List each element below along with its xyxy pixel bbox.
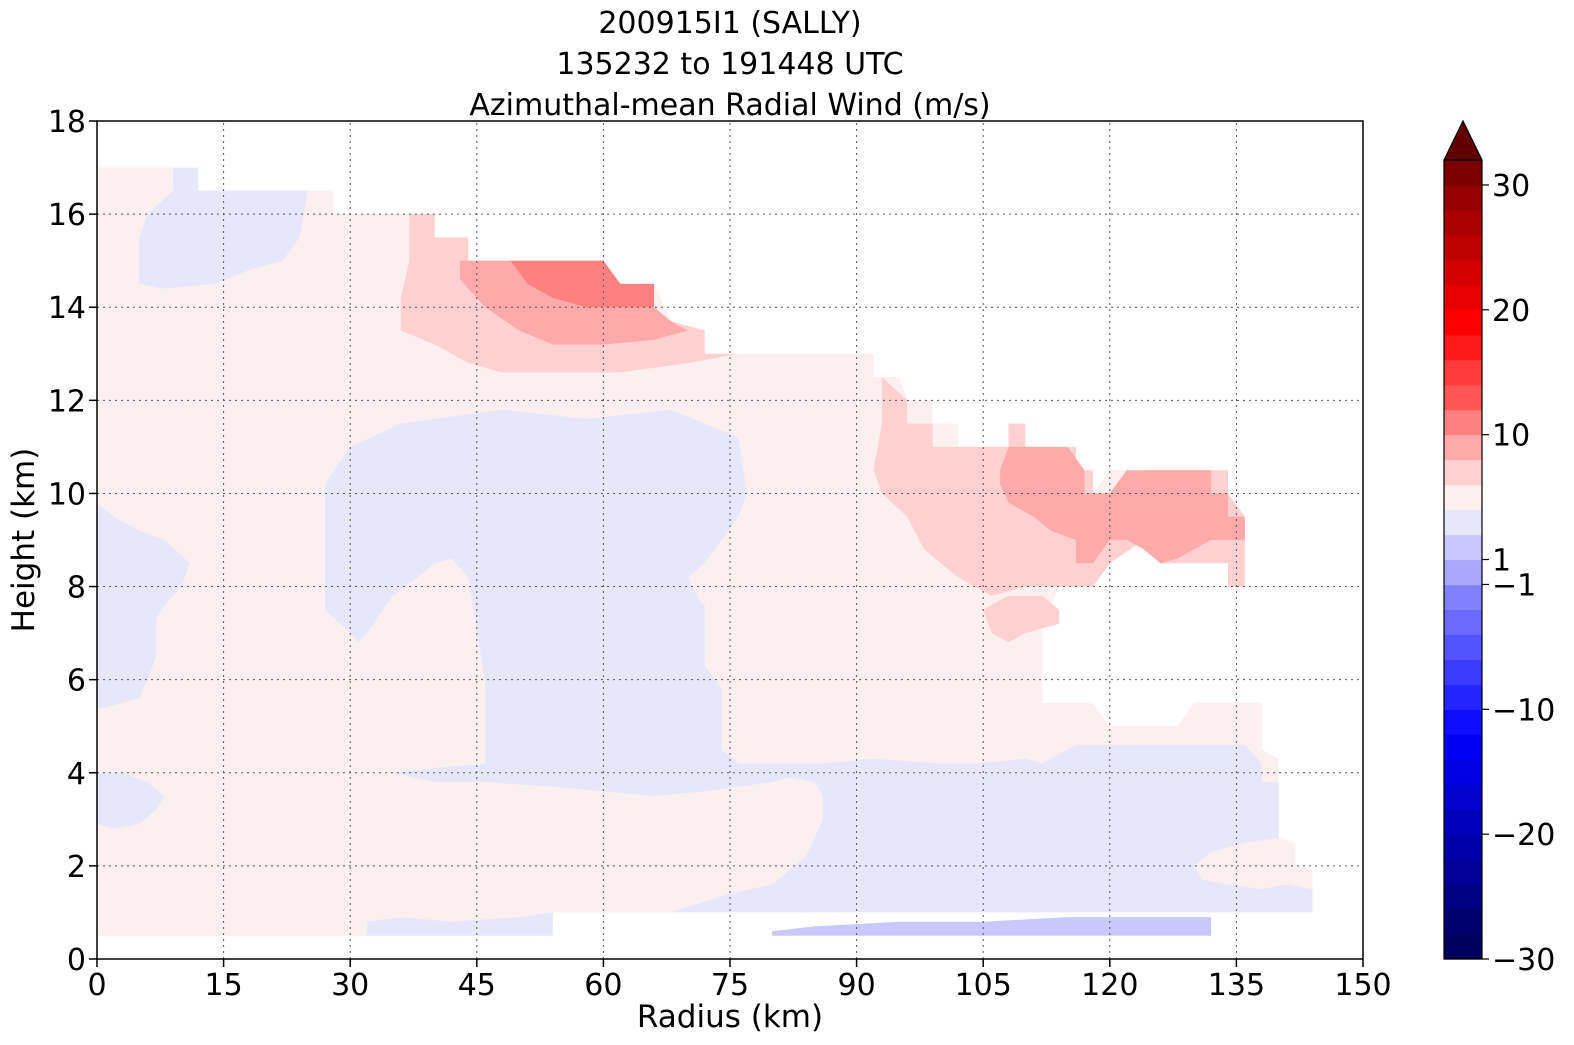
colorbar-segment [1444,884,1482,910]
grid-lines [97,121,1363,959]
region-12 [510,260,654,308]
region-3 [97,502,190,708]
region-4 [97,772,165,829]
colorbar-segment [1444,334,1482,361]
x-tick-label: 45 [458,968,496,1003]
colorbar-tick-label: 1 [1492,544,1511,579]
y-tick-label: 0 [67,943,86,978]
colorbar-tick-label: 20 [1492,294,1530,329]
colorbar-tick-label: −30 [1492,943,1555,978]
region-11 [1000,446,1245,564]
colorbar-segment [1444,859,1482,885]
colorbar-segment [1444,734,1482,760]
colorbar-segment [1444,409,1482,436]
colorbar-segment [1444,759,1482,785]
y-tick-label: 12 [48,384,86,419]
colorbar-segment [1444,484,1482,511]
x-tick-label: 105 [955,968,1012,1003]
x-axis: 0 15 30 45 60 75 90 105 120 135 150 [87,959,1392,1003]
colorbar-segment [1444,609,1482,636]
colorbar-extend-arrow [1443,119,1483,161]
x-tick-label: 30 [331,968,369,1003]
colorbar-tick-label: −20 [1492,818,1555,853]
title-line-1: 200915I1 (SALLY) [598,6,861,41]
x-tick-label: 135 [1208,968,1265,1003]
x-tick-label: 120 [1081,968,1138,1003]
colorbar-segment [1444,634,1482,660]
colorbar-segment [1444,584,1482,611]
colorbar-segment [1444,909,1482,935]
title-line-2: 135232 to 191448 UTC [556,47,903,82]
colorbar-segment [1444,934,1482,960]
region-1 [139,167,308,289]
y-tick-label: 2 [67,850,86,885]
colorbar-segment [1444,384,1482,411]
x-tick-label: 150 [1334,968,1391,1003]
x-tick-label: 60 [584,968,622,1003]
y-tick-label: 8 [67,571,86,606]
region-2 [324,409,1313,913]
x-tick-label: 75 [711,968,749,1003]
title-line-3: Azimuthal-mean Radial Wind (m/s) [469,88,990,123]
colorbar-tick-label: −10 [1492,693,1555,728]
chart-title: 200915I1 (SALLY) 135232 to 191448 UTC Az… [469,6,990,123]
colorbar-segment [1444,684,1482,710]
colorbar-tick-label: 30 [1492,169,1530,204]
region-6 [772,917,1212,936]
colorbar-segment [1444,359,1482,386]
colorbar-segment [1444,160,1482,186]
x-tick-label: 0 [87,968,106,1003]
y-axis-label: Height (km) [6,448,42,633]
colorbar-segment [1444,809,1482,835]
x-tick-label: 90 [838,968,876,1003]
colorbar-segment [1444,534,1482,561]
y-tick-label: 14 [48,291,86,326]
colorbar-tick-label: 10 [1492,419,1530,454]
colorbar-segment [1444,509,1482,536]
colorbar-segment [1444,559,1482,586]
colorbar-tick-label: −1 [1492,568,1536,603]
region-9 [983,595,1060,643]
colorbar-segment [1444,184,1482,211]
y-axis: 0 2 4 6 8 10 12 14 16 18 [48,105,97,978]
y-tick-label: 16 [48,198,86,233]
y-tick-label: 10 [48,477,86,512]
x-tick-label: 15 [205,968,243,1003]
y-tick-label: 6 [67,664,86,699]
colorbar-segment [1444,434,1482,461]
colorbar-segment [1444,784,1482,810]
wind-field-regions [97,167,1313,936]
colorbar-segment [1444,659,1482,685]
x-axis-label: Radius (km) [637,999,823,1035]
colorbar-segment [1444,459,1482,486]
y-tick-label: 4 [67,757,86,792]
colorbar-segment [1444,709,1482,735]
colorbar-segment [1444,834,1482,860]
colorbar-segment [1444,234,1482,261]
colorbar-segment [1444,309,1482,336]
colorbar: 30 20 10 1−1 −10 −20 −30 [1443,119,1555,978]
region-5 [367,912,553,936]
colorbar-segment [1444,284,1482,311]
colorbar-segment [1444,259,1482,286]
y-tick-label: 18 [48,105,86,140]
colorbar-segment [1444,209,1482,236]
